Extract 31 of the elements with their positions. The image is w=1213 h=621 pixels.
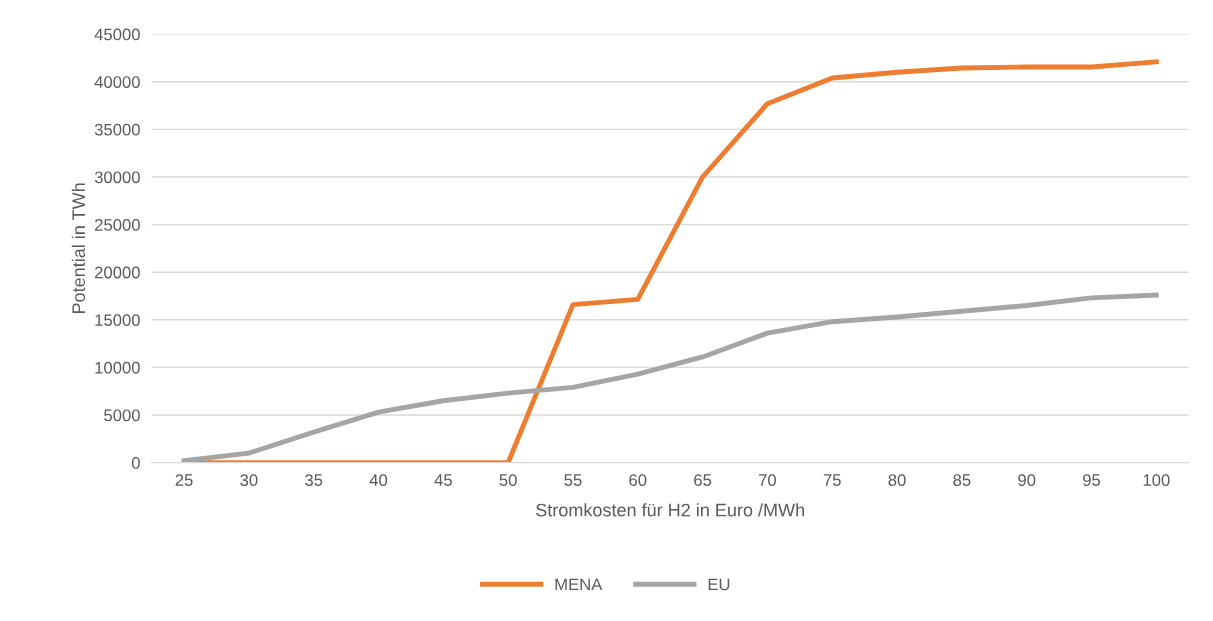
x-tick-label: 50 [499, 474, 517, 486]
x-tick-label: 60 [629, 474, 647, 486]
x-tick-label: 55 [564, 474, 582, 486]
y-axis-title: Potential in TWh [71, 183, 86, 313]
x-tick-label: 75 [823, 474, 841, 486]
y-tick-label: 5000 [104, 409, 140, 422]
x-axis-title: Stromkosten für H2 in Euro /MWh [536, 503, 804, 517]
x-tick-label: 65 [694, 474, 712, 486]
x-tick-label: 70 [759, 474, 777, 486]
x-tick-label: 100 [1143, 474, 1170, 486]
x-tick-label: 95 [1083, 474, 1101, 486]
x-tick-label: 90 [1018, 474, 1036, 486]
x-tick-label: 25 [175, 474, 193, 486]
x-tick-label: 45 [434, 474, 452, 486]
y-tick-label: 45000 [94, 28, 140, 41]
x-tick-label: 80 [888, 474, 906, 486]
x-tick-label: 30 [240, 474, 258, 486]
y-tick-label: 30000 [94, 171, 140, 184]
y-tick-label: 25000 [95, 219, 140, 231]
y-tick-label: 15000 [95, 314, 140, 327]
line-series [181, 292, 1159, 463]
x-tick-label: 85 [953, 474, 971, 486]
y-tick-label: 10000 [95, 361, 140, 374]
y-tick-label: 0 [131, 457, 140, 469]
y-tick-label: 35000 [94, 123, 140, 136]
legend-label: MENA [555, 578, 603, 591]
x-tick-label: 35 [305, 474, 323, 486]
y-tick-label: 40000 [94, 76, 140, 88]
legend-label: EU [708, 578, 730, 591]
x-tick-label: 40 [369, 474, 388, 486]
y-tick-label: 20000 [95, 266, 140, 279]
